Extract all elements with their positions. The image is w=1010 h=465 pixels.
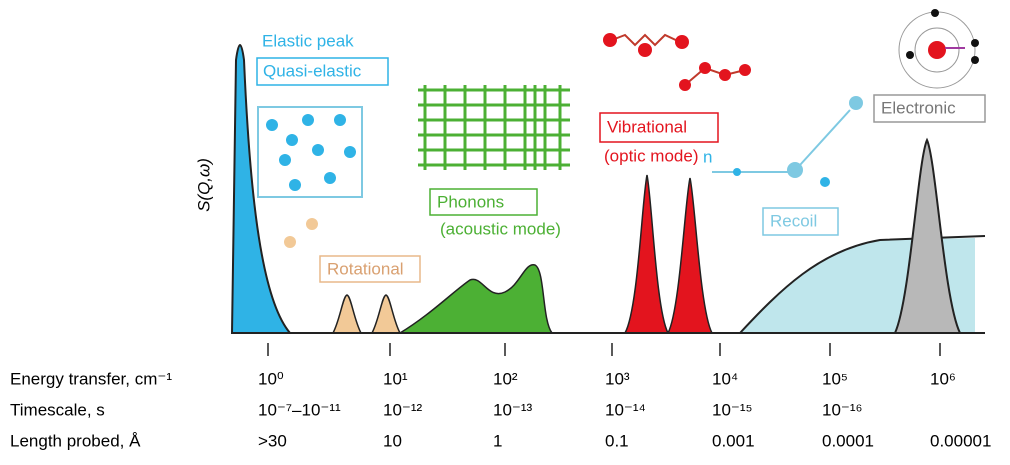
- scale-rows: Energy transfer, cm⁻¹ 10⁰ 10¹ 10² 10³ 10⁴ 10⁵ 1…: [10, 343, 991, 450]
- row-value: 10⁰: [258, 369, 284, 388]
- row-value: 10¹: [383, 369, 408, 388]
- row-value: 10⁻¹⁶: [822, 400, 863, 419]
- label-box: [256, 57, 389, 86]
- phonon-band: [397, 264, 554, 334]
- shape: [423, 85, 562, 170]
- row-value: 0.001: [712, 431, 755, 450]
- region-label: Phonons: [437, 192, 504, 211]
- shape: [971, 56, 979, 64]
- row-value: 10⁵: [822, 369, 848, 388]
- recoil-icon: [712, 96, 863, 187]
- label-box: [429, 188, 538, 216]
- row-label: Energy transfer, cm⁻¹: [10, 369, 172, 388]
- region-label: Rotational: [327, 259, 404, 278]
- row-label: Length probed, Å: [10, 431, 141, 450]
- row-value: 10⁻¹⁵: [712, 400, 753, 419]
- region-label: Quasi-elastic: [263, 61, 362, 80]
- particle-label: n: [703, 147, 712, 166]
- shape: [914, 27, 960, 73]
- shape: [611, 33, 681, 47]
- row-value: 1: [493, 431, 502, 450]
- shape: [306, 218, 318, 230]
- region-label: Electronic: [881, 98, 956, 117]
- rotational-peak: [331, 294, 363, 334]
- shape: [820, 177, 830, 187]
- row-value: 10⁻¹⁴: [605, 400, 646, 419]
- region-label: Recoil: [770, 211, 817, 230]
- row-label: Timescale, s: [10, 400, 105, 419]
- rotational-peak: [370, 294, 402, 334]
- row-value: 10³: [605, 369, 630, 388]
- shape: [971, 39, 979, 47]
- shape: [928, 41, 946, 59]
- region-label: (optic mode): [604, 146, 698, 165]
- row-value: 10⁴: [712, 369, 738, 388]
- recoil-curve: [739, 235, 986, 334]
- shape: [284, 236, 296, 248]
- shape: [787, 162, 803, 178]
- atom-icon: [898, 9, 979, 89]
- shape: [344, 146, 356, 158]
- row-value: >30: [258, 431, 287, 450]
- shape: [603, 33, 617, 47]
- shape: [684, 66, 746, 86]
- shape: [302, 114, 314, 126]
- elastic-peak-shape: [230, 44, 293, 334]
- y-axis-label: S(Q,ω): [194, 158, 213, 212]
- shape: [679, 79, 691, 91]
- particles: [266, 114, 356, 191]
- row-value: 10²: [493, 369, 518, 388]
- shape: [719, 69, 731, 81]
- shape: [699, 62, 711, 74]
- shape: [279, 154, 291, 166]
- shape: [739, 64, 751, 76]
- electronic-peak: [893, 137, 962, 334]
- row-value: 10: [383, 431, 402, 450]
- vibrational-peak: [666, 177, 714, 334]
- shape: [849, 96, 863, 110]
- shape: [418, 88, 570, 167]
- label-box: [762, 207, 839, 236]
- row-value: 10⁻¹³: [493, 400, 533, 419]
- row-value: 0.00001: [930, 431, 991, 450]
- shape: [712, 109, 851, 173]
- label-box: [873, 94, 986, 123]
- quasi-elastic-illustration: [257, 106, 363, 198]
- lattice-icon: [418, 85, 570, 170]
- shape: [638, 43, 652, 57]
- shape: [324, 172, 336, 184]
- molecule-icon: [603, 33, 751, 91]
- shape: [289, 179, 301, 191]
- shape: [906, 51, 914, 59]
- label-box: [319, 255, 421, 283]
- shape: [286, 134, 298, 146]
- row-value: 0.0001: [822, 431, 874, 450]
- shape: [675, 35, 689, 49]
- shape: [931, 9, 939, 17]
- rotor-icon: [284, 218, 318, 248]
- shape: [266, 119, 278, 131]
- shape: [312, 144, 324, 156]
- shape: [733, 168, 741, 176]
- row-value: 0.1: [605, 431, 629, 450]
- row-value: 10⁻¹²: [383, 400, 423, 419]
- row-value: 10⁶: [930, 369, 956, 388]
- region-label: (acoustic mode): [440, 219, 561, 238]
- row-value: 10⁻⁷–10⁻¹¹: [258, 400, 341, 419]
- vibrational-peak: [623, 174, 670, 334]
- region-label: Elastic peak: [262, 31, 354, 50]
- region-label: Vibrational: [607, 117, 687, 136]
- shape: [334, 114, 346, 126]
- label-box: [599, 112, 719, 143]
